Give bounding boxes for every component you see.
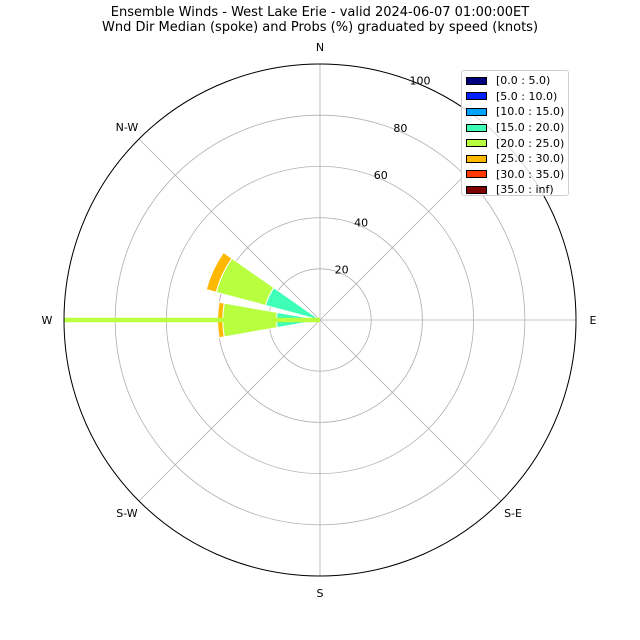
radial-tick-label-40: 40 bbox=[354, 216, 368, 229]
direction-label-n: N bbox=[316, 41, 324, 54]
legend-label: [5.0 : 10.0) bbox=[496, 89, 558, 103]
legend-label: [10.0 : 15.0) bbox=[496, 105, 565, 119]
legend-swatch bbox=[466, 76, 487, 85]
legend-entry: [25.0 : 30.0) bbox=[466, 151, 568, 167]
direction-label-se: S-E bbox=[504, 507, 522, 520]
speed-legend: [0.0 : 5.0) [5.0 : 10.0) [10.0 : 15.0) [15.… bbox=[461, 70, 569, 196]
legend-label: [25.0 : 30.0) bbox=[496, 152, 565, 166]
legend-entry: [20.0 : 25.0) bbox=[466, 135, 568, 151]
radial-tick-label-100: 100 bbox=[409, 74, 430, 87]
legend-swatch bbox=[466, 154, 487, 163]
grid-spoke-n-w bbox=[138, 138, 321, 321]
legend-label: [15.0 : 20.0) bbox=[496, 121, 565, 135]
radial-tick-label-80: 80 bbox=[393, 122, 407, 135]
direction-label-nw: N-W bbox=[116, 121, 139, 134]
legend-entry: [15.0 : 20.0) bbox=[466, 120, 568, 136]
legend-label: [30.0 : 35.0) bbox=[496, 167, 565, 181]
legend-entry: [30.0 : 35.0) bbox=[466, 167, 568, 183]
legend-label: [0.0 : 5.0) bbox=[496, 74, 551, 88]
legend-entry: [0.0 : 5.0) bbox=[466, 73, 568, 89]
grid-spoke-s-e bbox=[319, 319, 502, 502]
direction-label-w: W bbox=[42, 314, 53, 327]
direction-label-sw: S-W bbox=[116, 507, 138, 520]
legend-entry: [10.0 : 15.0) bbox=[466, 104, 568, 120]
legend-swatch bbox=[466, 92, 487, 101]
radial-tick-label-60: 60 bbox=[374, 169, 388, 182]
legend-swatch bbox=[466, 170, 487, 179]
legend-entry: [5.0 : 10.0) bbox=[466, 89, 568, 105]
direction-label-e: E bbox=[590, 314, 597, 327]
legend-label: [35.0 : inf) bbox=[496, 183, 554, 197]
legend-swatch bbox=[466, 107, 487, 116]
outer-ring bbox=[63, 63, 577, 577]
wind-rose-bars bbox=[64, 251, 321, 339]
legend-swatch bbox=[466, 123, 487, 132]
legend-label: [20.0 : 25.0) bbox=[496, 136, 565, 150]
direction-label-s: S bbox=[317, 587, 324, 600]
grid-spoke-s-w bbox=[138, 319, 321, 502]
radial-tick-label-20: 20 bbox=[335, 264, 349, 277]
axis-labels: N E S-E S S-W W N-W 20 40 60 80 100 bbox=[42, 41, 597, 600]
chart-title-line-2: Wnd Dir Median (spoke) and Probs (%) gra… bbox=[101, 20, 539, 35]
legend-entry: [35.0 : inf) bbox=[466, 182, 568, 198]
legend-swatch bbox=[466, 185, 487, 194]
bar-dir295-bin5 bbox=[205, 251, 233, 293]
chart-title-line-1: Ensemble Winds - West Lake Erie - valid … bbox=[110, 5, 530, 20]
legend-swatch bbox=[466, 139, 487, 148]
